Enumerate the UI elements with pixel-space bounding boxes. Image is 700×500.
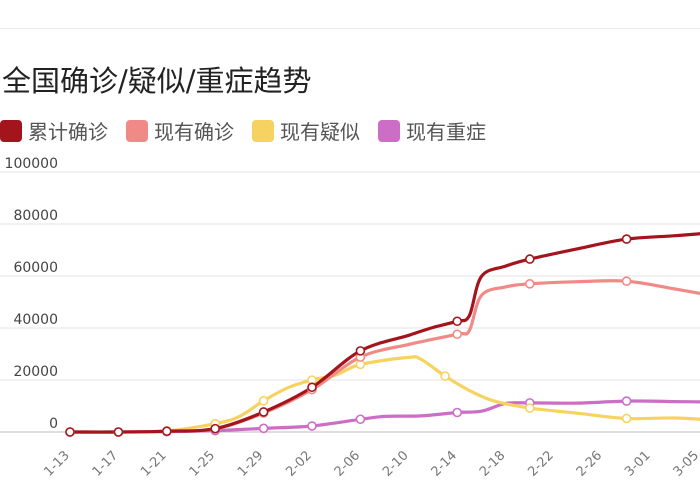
legend-swatch-current-severe [378,119,400,142]
data-point-marker [258,407,269,417]
series-line-current-confirmed [68,279,700,434]
series-line-current-suspected [68,355,700,434]
legend-label-current-suspected: 现有疑似 [280,120,360,144]
y-tick-label: 20000 [13,364,58,380]
legend-swatch-current-suspected [252,119,274,142]
legend-label-cumulative-confirmed: 累计确诊 [28,120,108,144]
chart-title: 全国确诊/疑似/重症趋势 [2,64,312,98]
data-point-marker [307,421,317,431]
top-divider [0,28,700,29]
chart-legend: 累计确诊 现有确诊 现有疑似 现有重症 [0,116,504,145]
data-point-marker [452,407,463,418]
legend-label-current-severe: 现有重症 [406,120,486,144]
data-point-marker [524,278,535,289]
x-tick-label: 1-25 [187,448,218,479]
legend-swatch-cumulative-confirmed [0,119,22,142]
y-tick-label: 100000 [5,156,58,172]
x-tick-label: 2-18 [477,448,508,479]
y-tick-label: 40000 [13,312,58,328]
data-point-marker [307,382,317,393]
data-point-marker [355,414,366,425]
legend-item-current-suspected[interactable]: 现有疑似 [252,116,360,145]
x-tick-label: 2-10 [380,448,411,479]
y-tick-label: 80000 [13,208,58,224]
data-point-marker [524,254,535,264]
x-tick-label: 2-26 [574,448,605,479]
x-tick-label: 2-06 [332,448,363,479]
data-point-marker [65,427,75,437]
x-tick-label: 2-14 [429,448,460,479]
x-tick-label: 2-22 [525,448,556,479]
data-point-marker [355,346,366,356]
x-tick-label: 1-13 [41,448,72,479]
x-tick-label: 3-05 [671,448,700,479]
data-point-marker [162,426,172,437]
x-tick-label: 1-29 [235,448,266,479]
data-point-marker [113,427,124,437]
legend-label-current-confirmed: 现有确诊 [154,120,234,144]
data-point-marker [258,395,269,406]
y-tick-label: 60000 [13,260,58,276]
data-point-marker [621,234,632,244]
x-tick-label: 1-17 [90,448,121,479]
data-point-marker [621,413,632,424]
x-tick-label: 1-21 [138,448,169,479]
legend-item-cumulative-confirmed[interactable]: 累计确诊 [0,116,108,145]
data-point-marker [452,329,463,340]
y-tick-label: 0 [49,416,58,432]
data-point-marker [621,396,632,406]
data-point-marker [621,276,632,287]
data-point-marker [440,371,450,381]
data-point-marker [210,423,220,434]
legend-item-current-confirmed[interactable]: 现有确诊 [126,116,234,145]
data-point-marker [452,316,463,327]
data-point-marker [258,423,269,434]
x-tick-label: 2-02 [283,448,314,479]
data-point-marker [524,403,535,413]
x-tick-label: 3-01 [622,448,653,479]
legend-swatch-current-confirmed [126,119,148,142]
legend-item-current-severe[interactable]: 现有重症 [378,116,486,145]
